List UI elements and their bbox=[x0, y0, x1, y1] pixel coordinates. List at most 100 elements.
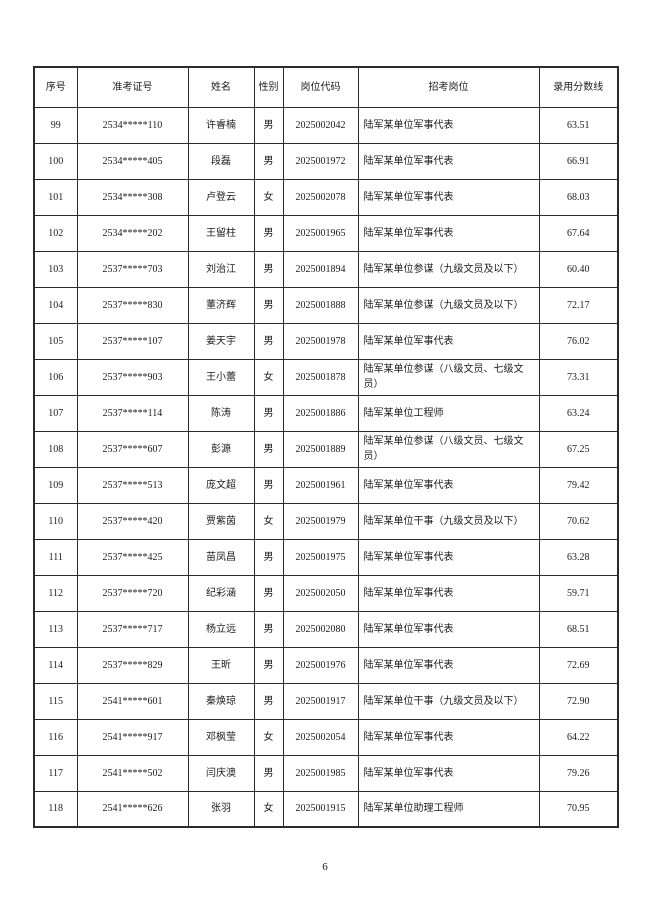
cell-code: 2025001976 bbox=[282, 646, 359, 684]
cell-seq: 118 bbox=[33, 790, 78, 828]
cell-name: 王留柱 bbox=[187, 214, 255, 252]
table-row: 111 2537*****425 苗凤昌 男 2025001975 陆军某单位军… bbox=[33, 538, 619, 576]
cell-ticket: 2534*****110 bbox=[76, 106, 189, 144]
cell-code: 2025002080 bbox=[282, 610, 359, 648]
column-header-seq: 序号 bbox=[33, 66, 78, 108]
cell-name: 董济辉 bbox=[187, 286, 255, 324]
cell-code: 2025001878 bbox=[282, 358, 359, 396]
table-row: 103 2537*****703 刘治江 男 2025001894 陆军某单位参… bbox=[33, 250, 619, 288]
cell-code: 2025001979 bbox=[282, 502, 359, 540]
admission-score-table: 序号 准考证号 姓名 性别 岗位代码 招考岗位 录用分数线 99 2534***… bbox=[33, 66, 619, 828]
cell-score: 66.91 bbox=[538, 142, 619, 180]
cell-name: 许睿楠 bbox=[187, 106, 255, 144]
cell-gender: 女 bbox=[253, 178, 284, 216]
table-row: 105 2537*****107 姜天宇 男 2025001978 陆军某单位军… bbox=[33, 322, 619, 360]
cell-position: 陆军某单位干事（九级文员及以下） bbox=[357, 682, 540, 720]
table-row: 106 2537*****903 王小蕾 女 2025001878 陆军某单位参… bbox=[33, 358, 619, 396]
cell-score: 63.28 bbox=[538, 538, 619, 576]
cell-ticket: 2541*****626 bbox=[76, 790, 189, 828]
cell-name: 王昕 bbox=[187, 646, 255, 684]
cell-score: 59.71 bbox=[538, 574, 619, 612]
cell-gender: 男 bbox=[253, 574, 284, 612]
cell-ticket: 2537*****114 bbox=[76, 394, 189, 432]
cell-ticket: 2537*****703 bbox=[76, 250, 189, 288]
cell-name: 陈涛 bbox=[187, 394, 255, 432]
cell-position: 陆军某单位参谋（八级文员、七级文员） bbox=[357, 358, 540, 396]
cell-gender: 男 bbox=[253, 646, 284, 684]
cell-position: 陆军某单位军事代表 bbox=[357, 178, 540, 216]
cell-position: 陆军某单位工程师 bbox=[357, 394, 540, 432]
cell-gender: 女 bbox=[253, 718, 284, 756]
table-row: 101 2534*****308 卢登云 女 2025002078 陆军某单位军… bbox=[33, 178, 619, 216]
cell-code: 2025002054 bbox=[282, 718, 359, 756]
cell-name: 庞文超 bbox=[187, 466, 255, 504]
cell-name: 邓枫莹 bbox=[187, 718, 255, 756]
cell-name: 卢登云 bbox=[187, 178, 255, 216]
table-row: 109 2537*****513 庞文超 男 2025001961 陆军某单位军… bbox=[33, 466, 619, 504]
cell-name: 王小蕾 bbox=[187, 358, 255, 396]
table-row: 118 2541*****626 张羽 女 2025001915 陆军某单位助理… bbox=[33, 790, 619, 828]
cell-position: 陆军某单位参谋（九级文员及以下） bbox=[357, 250, 540, 288]
cell-gender: 男 bbox=[253, 322, 284, 360]
cell-gender: 男 bbox=[253, 610, 284, 648]
cell-score: 79.42 bbox=[538, 466, 619, 504]
cell-gender: 女 bbox=[253, 502, 284, 540]
cell-ticket: 2537*****830 bbox=[76, 286, 189, 324]
cell-gender: 男 bbox=[253, 286, 284, 324]
table-row: 113 2537*****717 杨立远 男 2025002080 陆军某单位军… bbox=[33, 610, 619, 648]
cell-ticket: 2534*****405 bbox=[76, 142, 189, 180]
cell-ticket: 2537*****829 bbox=[76, 646, 189, 684]
cell-code: 2025001888 bbox=[282, 286, 359, 324]
cell-name: 苗凤昌 bbox=[187, 538, 255, 576]
cell-name: 姜天宇 bbox=[187, 322, 255, 360]
cell-gender: 男 bbox=[253, 106, 284, 144]
cell-code: 2025001965 bbox=[282, 214, 359, 252]
cell-score: 70.62 bbox=[538, 502, 619, 540]
cell-name: 贾紫茵 bbox=[187, 502, 255, 540]
cell-score: 72.69 bbox=[538, 646, 619, 684]
cell-gender: 男 bbox=[253, 754, 284, 792]
cell-score: 64.22 bbox=[538, 718, 619, 756]
cell-code: 2025002050 bbox=[282, 574, 359, 612]
cell-gender: 男 bbox=[253, 538, 284, 576]
cell-ticket: 2537*****420 bbox=[76, 502, 189, 540]
table-row: 110 2537*****420 贾紫茵 女 2025001979 陆军某单位干… bbox=[33, 502, 619, 540]
cell-name: 纪彩涵 bbox=[187, 574, 255, 612]
cell-ticket: 2541*****502 bbox=[76, 754, 189, 792]
cell-position: 陆军某单位助理工程师 bbox=[357, 790, 540, 828]
table-row: 99 2534*****110 许睿楠 男 2025002042 陆军某单位军事… bbox=[33, 106, 619, 144]
cell-position: 陆军某单位军事代表 bbox=[357, 214, 540, 252]
cell-code: 2025001894 bbox=[282, 250, 359, 288]
table-row: 108 2537*****607 彭源 男 2025001889 陆军某单位参谋… bbox=[33, 430, 619, 468]
cell-gender: 女 bbox=[253, 358, 284, 396]
cell-score: 79.26 bbox=[538, 754, 619, 792]
cell-position: 陆军某单位军事代表 bbox=[357, 466, 540, 504]
cell-position: 陆军某单位干事（九级文员及以下） bbox=[357, 502, 540, 540]
cell-score: 68.03 bbox=[538, 178, 619, 216]
cell-ticket: 2541*****601 bbox=[76, 682, 189, 720]
cell-gender: 男 bbox=[253, 430, 284, 468]
cell-seq: 101 bbox=[33, 178, 78, 216]
cell-gender: 男 bbox=[253, 142, 284, 180]
column-header-score: 录用分数线 bbox=[538, 66, 619, 108]
cell-score: 72.17 bbox=[538, 286, 619, 324]
column-header-code: 岗位代码 bbox=[282, 66, 359, 108]
cell-position: 陆军某单位军事代表 bbox=[357, 142, 540, 180]
cell-ticket: 2537*****425 bbox=[76, 538, 189, 576]
cell-code: 2025001985 bbox=[282, 754, 359, 792]
cell-code: 2025001917 bbox=[282, 682, 359, 720]
cell-name: 张羽 bbox=[187, 790, 255, 828]
cell-position: 陆军某单位军事代表 bbox=[357, 322, 540, 360]
cell-ticket: 2537*****513 bbox=[76, 466, 189, 504]
table-row: 102 2534*****202 王留柱 男 2025001965 陆军某单位军… bbox=[33, 214, 619, 252]
cell-seq: 100 bbox=[33, 142, 78, 180]
cell-ticket: 2537*****720 bbox=[76, 574, 189, 612]
cell-score: 76.02 bbox=[538, 322, 619, 360]
cell-ticket: 2534*****202 bbox=[76, 214, 189, 252]
cell-seq: 112 bbox=[33, 574, 78, 612]
cell-seq: 99 bbox=[33, 106, 78, 144]
cell-gender: 男 bbox=[253, 682, 284, 720]
cell-position: 陆军某单位军事代表 bbox=[357, 646, 540, 684]
